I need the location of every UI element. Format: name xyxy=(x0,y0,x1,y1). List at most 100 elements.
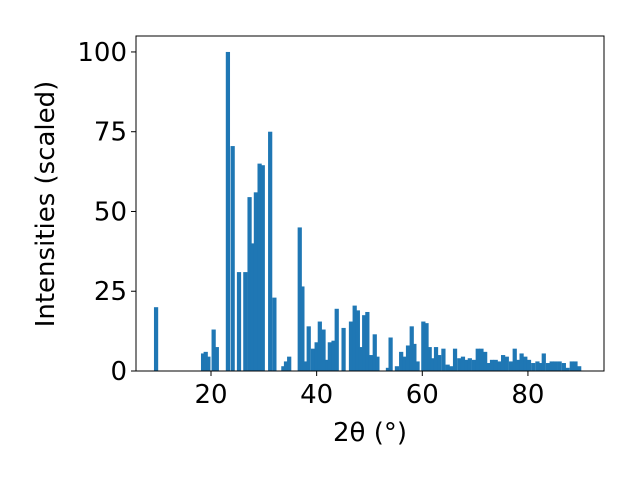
bar xyxy=(486,363,491,371)
bar xyxy=(412,343,417,371)
bar xyxy=(508,361,514,371)
bar xyxy=(483,351,488,371)
bar xyxy=(348,321,354,371)
bar xyxy=(526,359,532,371)
y-tick-label: 75 xyxy=(94,118,127,148)
bar xyxy=(287,356,292,371)
bar xyxy=(430,358,435,371)
bar xyxy=(467,358,472,371)
bar xyxy=(415,361,420,371)
bar xyxy=(236,272,242,371)
bar xyxy=(460,356,466,371)
bar xyxy=(372,334,377,371)
x-tick-label: 80 xyxy=(511,380,544,410)
y-axis-label: Intensities (scaled) xyxy=(31,81,61,328)
plot-frame xyxy=(135,35,605,372)
bar xyxy=(225,51,231,371)
bar xyxy=(375,356,380,371)
bar xyxy=(283,361,289,371)
bar xyxy=(512,348,517,371)
bar xyxy=(457,358,462,371)
bar xyxy=(449,366,454,371)
bar xyxy=(475,348,480,371)
bar xyxy=(489,359,495,371)
bar xyxy=(437,355,442,371)
bar xyxy=(399,351,404,371)
x-axis-label: 2θ (°) xyxy=(333,418,407,448)
bar xyxy=(421,321,426,371)
bar xyxy=(257,163,262,371)
bar xyxy=(500,355,506,371)
y-tick-label: 50 xyxy=(94,197,127,227)
bar xyxy=(553,361,558,371)
bar xyxy=(247,197,252,371)
bar xyxy=(317,321,322,371)
bar xyxy=(545,363,551,371)
bar xyxy=(327,342,332,371)
bar xyxy=(250,243,255,371)
bar xyxy=(331,340,336,371)
bar xyxy=(272,297,277,371)
bar xyxy=(479,348,484,371)
bar xyxy=(557,361,562,371)
bar xyxy=(203,351,208,371)
bar xyxy=(334,308,339,371)
bar xyxy=(341,327,346,371)
bar xyxy=(441,348,446,371)
x-tick-label: 60 xyxy=(406,380,439,410)
bar xyxy=(497,361,502,371)
bar xyxy=(394,366,400,371)
bar xyxy=(153,307,159,371)
bar xyxy=(519,353,524,371)
x-tick-label: 40 xyxy=(300,380,333,410)
bar xyxy=(452,348,458,371)
bar xyxy=(561,363,566,371)
bar xyxy=(314,342,319,371)
bar xyxy=(300,286,305,371)
bar xyxy=(493,359,498,371)
y-tick-label: 100 xyxy=(77,38,127,68)
bar xyxy=(471,359,477,371)
bar xyxy=(310,348,316,371)
bar xyxy=(230,146,235,371)
bar xyxy=(539,363,544,371)
bar xyxy=(433,347,439,371)
bar xyxy=(445,364,450,371)
bar xyxy=(565,367,570,371)
bar xyxy=(504,356,509,371)
bar xyxy=(206,356,211,371)
bar xyxy=(531,363,536,371)
bar xyxy=(243,272,248,371)
bar xyxy=(200,353,206,371)
bar xyxy=(577,366,582,371)
bar xyxy=(253,192,259,371)
bar xyxy=(281,366,286,371)
bar xyxy=(268,131,273,371)
bar xyxy=(368,355,374,371)
bar xyxy=(427,347,432,371)
bar xyxy=(549,361,554,371)
bar xyxy=(573,361,578,371)
bar xyxy=(541,353,546,371)
bar xyxy=(302,361,308,371)
bar xyxy=(306,326,311,371)
bar xyxy=(388,337,393,371)
bar xyxy=(535,361,540,371)
bar xyxy=(260,165,265,371)
bar xyxy=(402,356,407,371)
bar xyxy=(385,367,391,371)
y-tick-label: 0 xyxy=(110,357,127,387)
bar xyxy=(405,345,411,371)
bar xyxy=(569,361,574,371)
bar xyxy=(515,359,521,371)
bar xyxy=(355,310,360,371)
bar xyxy=(362,315,367,371)
bar xyxy=(409,326,414,371)
bar xyxy=(297,227,302,371)
bar xyxy=(325,359,330,371)
bar xyxy=(352,305,357,371)
bar xyxy=(358,347,364,371)
bar xyxy=(365,311,370,371)
x-tick-label: 20 xyxy=(194,380,227,410)
